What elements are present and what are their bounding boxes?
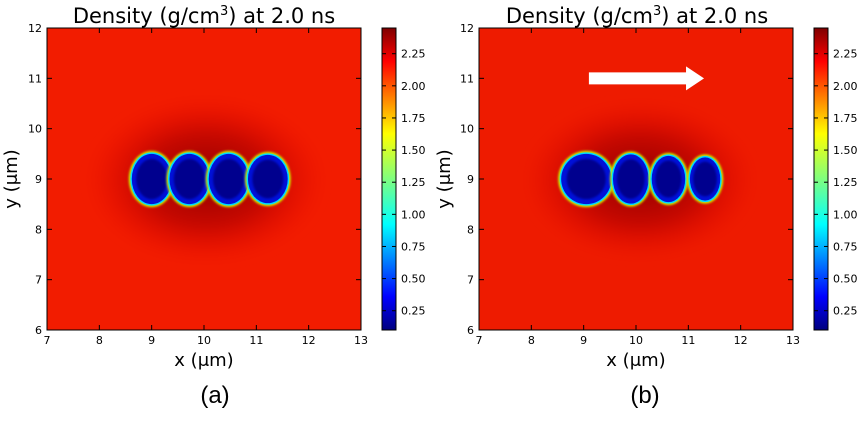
panel-b: Density (g/cm3) at 2.0 ns 7 8 9 10 11 12 13678… [434,4,858,409]
x-tick-label: 13 [354,334,368,347]
colorbar-tick-label: 0.50 [401,273,426,286]
colorbar-tick-label: 0.25 [833,305,858,318]
colorbar-tick-label: 1.75 [833,112,858,125]
void-center [566,158,606,200]
panel-a-colorbar [381,27,397,331]
y-tick-label: 7 [467,274,474,287]
panel-b-void-1 [558,150,615,208]
void-center [655,160,682,198]
x-tick-label: 11 [249,334,263,347]
colorbar-tick-label: 2.25 [401,48,426,61]
panel-a-void-3 [205,150,252,208]
colorbar-tick-label: 1.25 [833,176,858,189]
x-tick-label: 12 [734,334,748,347]
panel-b-title: Density (g/cm3) at 2.0 ns [506,4,768,28]
colorbar-tick-label: 2.00 [833,80,858,93]
y-tick-label: 12 [28,22,42,35]
void-center [173,158,205,200]
x-tick-label: 10 [197,334,211,347]
panel-b-colorbar-ticks: 0.25 0.50 0.75 1.00 1.25 1.50 1.75 2.00 2.25 [814,48,858,318]
panel-a-voids [128,150,291,208]
panel-a-void-4 [244,151,291,207]
x-tick-label: 9 [148,334,155,347]
y-tick-label: 12 [460,22,474,35]
void-center [136,158,168,200]
colorbar-tick-label: 2.25 [833,48,858,61]
x-tick-label: 8 [528,334,535,347]
y-tick-label: 9 [35,173,42,186]
y-tick-label: 8 [467,223,474,236]
panel-a-ylabel: y (μm) [1,149,22,208]
colorbar-tick-label: 0.50 [833,273,858,286]
y-tick-label: 6 [35,324,42,337]
colorbar-tick-label: 1.25 [401,176,426,189]
panel-b-xlabel: x (μm) [606,350,665,371]
void-center [693,161,717,197]
x-tick-label: 7 [44,334,51,347]
colorbar-tick-label: 1.50 [401,144,426,157]
colorbar-tick-label: 0.75 [833,240,858,253]
panel-a-colorbar-ticks: 0.25 0.50 0.75 1.00 1.25 1.50 1.75 2.00 2.25 [382,48,426,318]
panel-a-void-1 [128,150,175,208]
x-tick-label: 8 [96,334,103,347]
colorbar-tick-label: 0.75 [401,240,426,253]
x-tick-label: 13 [786,334,800,347]
panel-b-label: (b) [630,382,659,409]
panel-b-colorbar [813,27,829,331]
y-tick-label: 11 [460,72,474,85]
panel-a: Density (g/cm3) at 2.0 ns 7 8 9 10 11 12 13678… [1,4,426,409]
y-tick-label: 10 [460,123,474,136]
x-tick-label: 12 [302,334,316,347]
y-tick-label: 10 [28,123,42,136]
void-center [616,159,645,199]
colorbar-tick-label: 1.75 [401,112,426,125]
colorbar-tick-label: 1.50 [833,144,858,157]
panel-b-ylabel: y (μm) [434,149,455,208]
panel-a-xlabel: x (μm) [174,350,233,371]
x-tick-label: 7 [476,334,483,347]
y-tick-label: 11 [28,72,42,85]
panel-a-label: (a) [200,382,229,409]
x-tick-label: 9 [580,334,587,347]
panel-a-title: Density (g/cm3) at 2.0 ns [73,4,335,28]
panel-a-void-2 [166,150,213,208]
void-center [213,158,245,200]
void-center [252,159,284,199]
y-tick-label: 9 [467,173,474,186]
y-tick-label: 8 [35,223,42,236]
colorbar-tick-label: 1.00 [833,208,858,221]
colorbar-tick-label: 0.25 [401,305,426,318]
x-tick-label: 11 [681,334,695,347]
x-tick-label: 10 [629,334,643,347]
panel-b-void-3 [648,152,689,206]
colorbar-tick-label: 1.00 [401,208,426,221]
colorbar-tick-label: 2.00 [401,80,426,93]
panel-b-void-4 [686,154,724,204]
panel-b-arrow [588,66,705,91]
y-tick-label: 7 [35,274,42,287]
right-arrow-icon [588,66,705,91]
y-tick-label: 6 [467,324,474,337]
panel-b-void-2 [609,151,652,207]
panel-b-voids [558,150,724,208]
